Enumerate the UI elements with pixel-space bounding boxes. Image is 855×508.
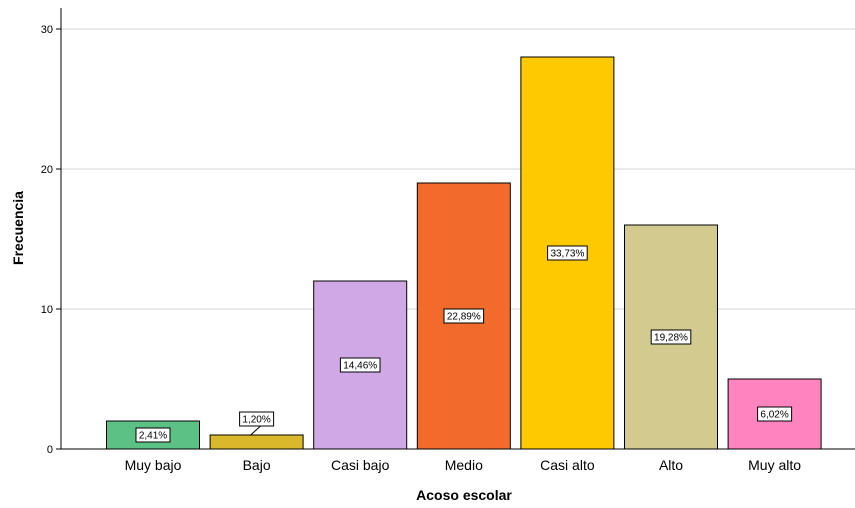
y-tick-label: 10 — [41, 304, 53, 316]
data-label-box — [650, 329, 692, 345]
data-label: 33,73% — [550, 249, 584, 260]
bars — [106, 56, 822, 450]
x-axis-title: Acoso escolar — [416, 487, 512, 503]
data-label-box — [547, 245, 588, 261]
x-tick-label: Muy alto — [748, 457, 801, 473]
y-tick-label: 30 — [41, 24, 53, 36]
y-tick-labels: 0 10 20 30 — [41, 24, 855, 456]
y-tick-label: 0 — [47, 444, 53, 456]
data-label-box — [443, 308, 485, 324]
data-label: 14,46% — [343, 361, 377, 372]
data-labels: 2,41% 1,20% 14,46% 22,89% 33,73% 19,28% 6,02% — [135, 245, 793, 443]
data-label-box — [239, 411, 275, 427]
data-label-box — [757, 406, 793, 422]
x-tick-label: Alto — [659, 457, 683, 473]
data-label: 1,20% — [242, 415, 270, 426]
bar — [209, 434, 304, 450]
x-tick-label: Muy bajo — [125, 457, 182, 473]
x-tick-label: Casi alto — [540, 457, 595, 473]
y-axis-title: Frecuencia — [10, 191, 26, 265]
x-tick-labels: Muy bajo Bajo Casi bajo Medio Casi alto Alto M… — [125, 457, 802, 473]
data-label-leader — [250, 425, 261, 436]
data-label: 2,41% — [139, 431, 167, 442]
data-label-box — [339, 357, 381, 373]
data-label: 19,28% — [654, 333, 688, 344]
data-label: 6,02% — [760, 410, 788, 421]
data-label-box — [135, 427, 171, 443]
y-tick-label: 20 — [41, 164, 53, 176]
x-tick-label: Medio — [445, 457, 483, 473]
data-label: 22,89% — [447, 312, 481, 323]
x-tick-label: Casi bajo — [331, 457, 390, 473]
x-tick-label: Bajo — [243, 457, 271, 473]
